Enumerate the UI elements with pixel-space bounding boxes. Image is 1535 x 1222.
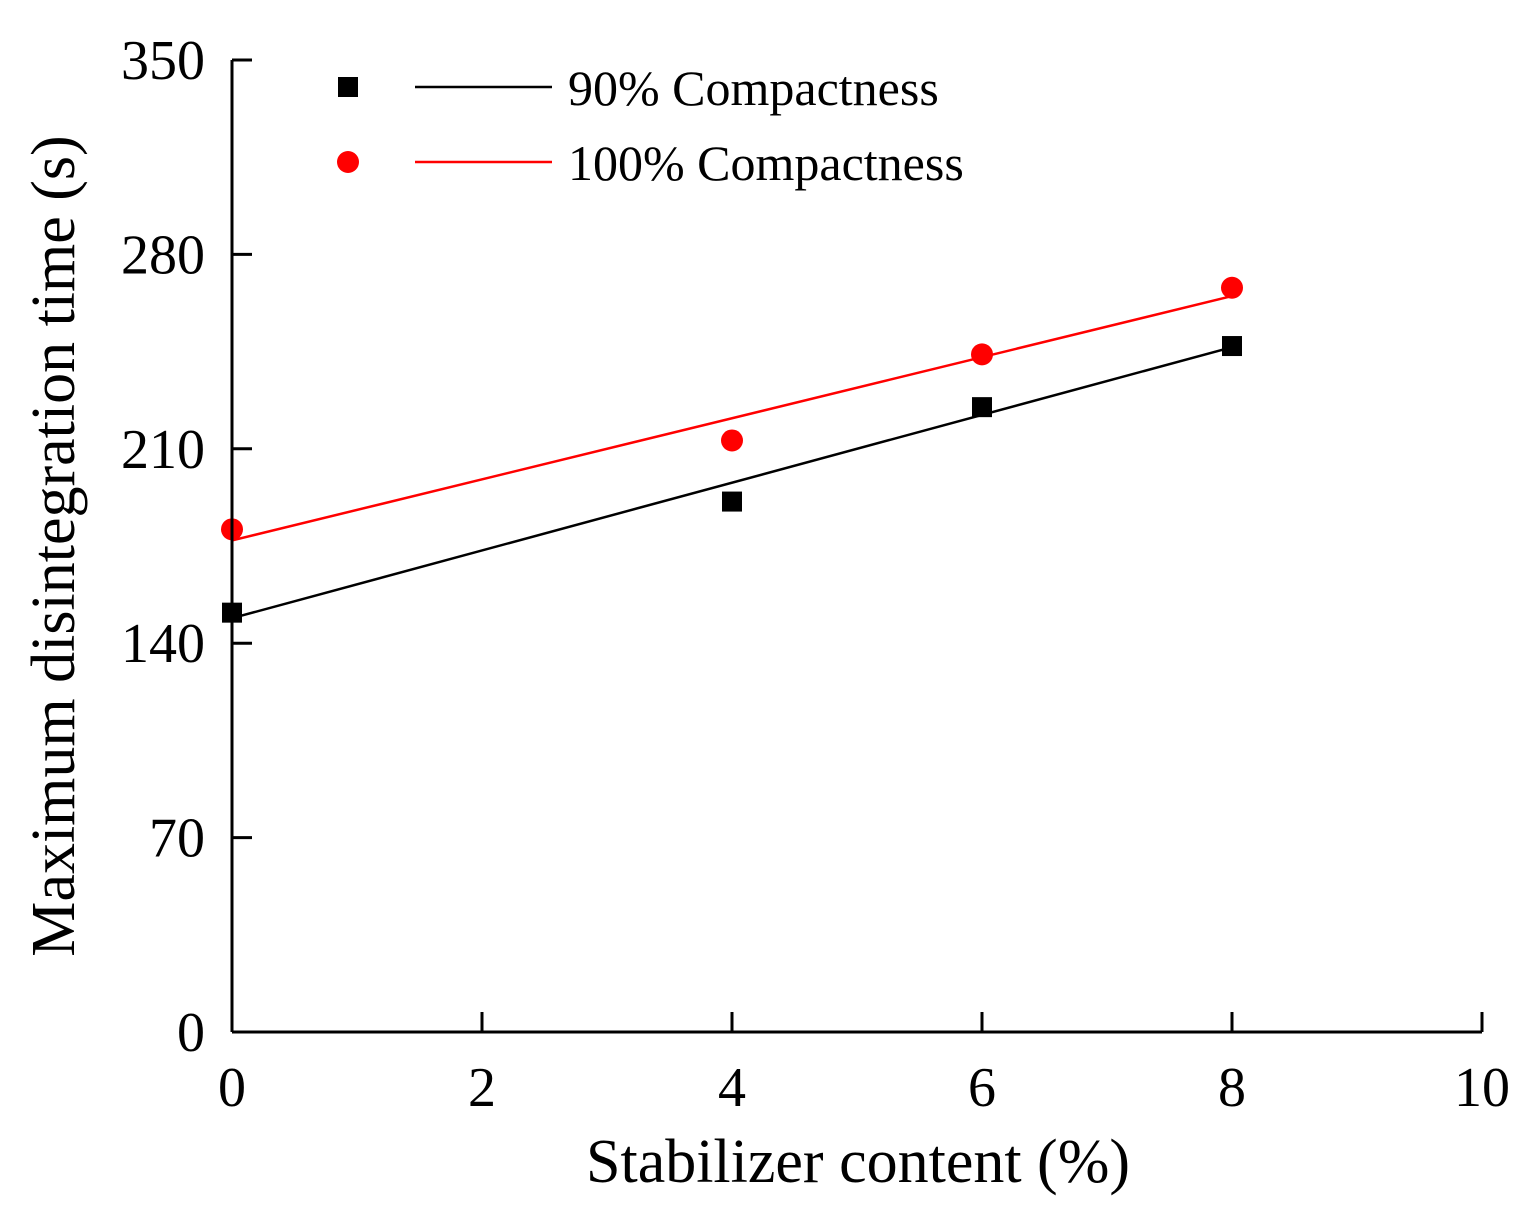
- data-point-square: [972, 397, 992, 418]
- x-tick-label: 2: [468, 1057, 496, 1119]
- x-tick-label: 0: [218, 1057, 246, 1119]
- x-tick-label: 8: [1218, 1057, 1246, 1119]
- data-point-circle: [971, 343, 993, 366]
- fit-line-2: [231, 294, 1233, 542]
- y-tick-label: 350: [121, 30, 205, 92]
- x-tick-label: 4: [718, 1057, 746, 1119]
- y-tick-label: 0: [177, 1002, 205, 1064]
- legend: 90% Compactness 100% Compactness: [337, 60, 964, 191]
- data-points: [221, 276, 1243, 623]
- legend-marker-circle: [337, 151, 359, 173]
- data-point-circle: [721, 429, 743, 452]
- y-tick-label: 140: [121, 613, 205, 675]
- legend-label: 100% Compactness: [568, 135, 964, 191]
- x-tick-label: 10: [1454, 1057, 1510, 1119]
- fit-lines: [231, 294, 1233, 620]
- data-point-square: [1222, 336, 1242, 357]
- y-tick-label: 280: [121, 224, 205, 286]
- y-tick-label: 70: [149, 808, 205, 870]
- fit-line-1: [231, 345, 1233, 620]
- y-axis-title: Maximum disintegration time (s): [20, 135, 88, 956]
- legend-label: 90% Compactness: [568, 60, 939, 116]
- legend-marker-square: [338, 77, 358, 97]
- y-tick-label: 210: [121, 419, 205, 481]
- axes: 0 70 140 210 280 350 0 2 4 6 8 10: [121, 30, 1510, 1119]
- x-tick-label: 6: [968, 1057, 996, 1119]
- x-axis-title: Stabilizer content (%): [586, 1128, 1130, 1196]
- data-point-square: [722, 491, 742, 512]
- data-point-circle: [1221, 276, 1243, 299]
